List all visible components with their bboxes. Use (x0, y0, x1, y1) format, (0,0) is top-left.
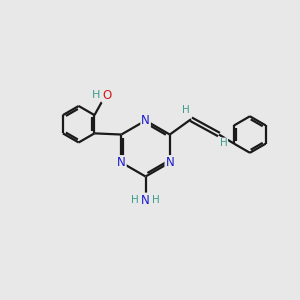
Text: H: H (220, 138, 227, 148)
Text: H: H (182, 105, 190, 116)
Text: H: H (92, 90, 101, 100)
Text: N: N (117, 156, 126, 169)
Text: O: O (103, 89, 112, 102)
Text: H: H (152, 195, 160, 205)
Text: H: H (131, 195, 139, 205)
Text: N: N (141, 114, 150, 127)
Text: N: N (165, 156, 174, 169)
Text: N: N (141, 194, 150, 207)
